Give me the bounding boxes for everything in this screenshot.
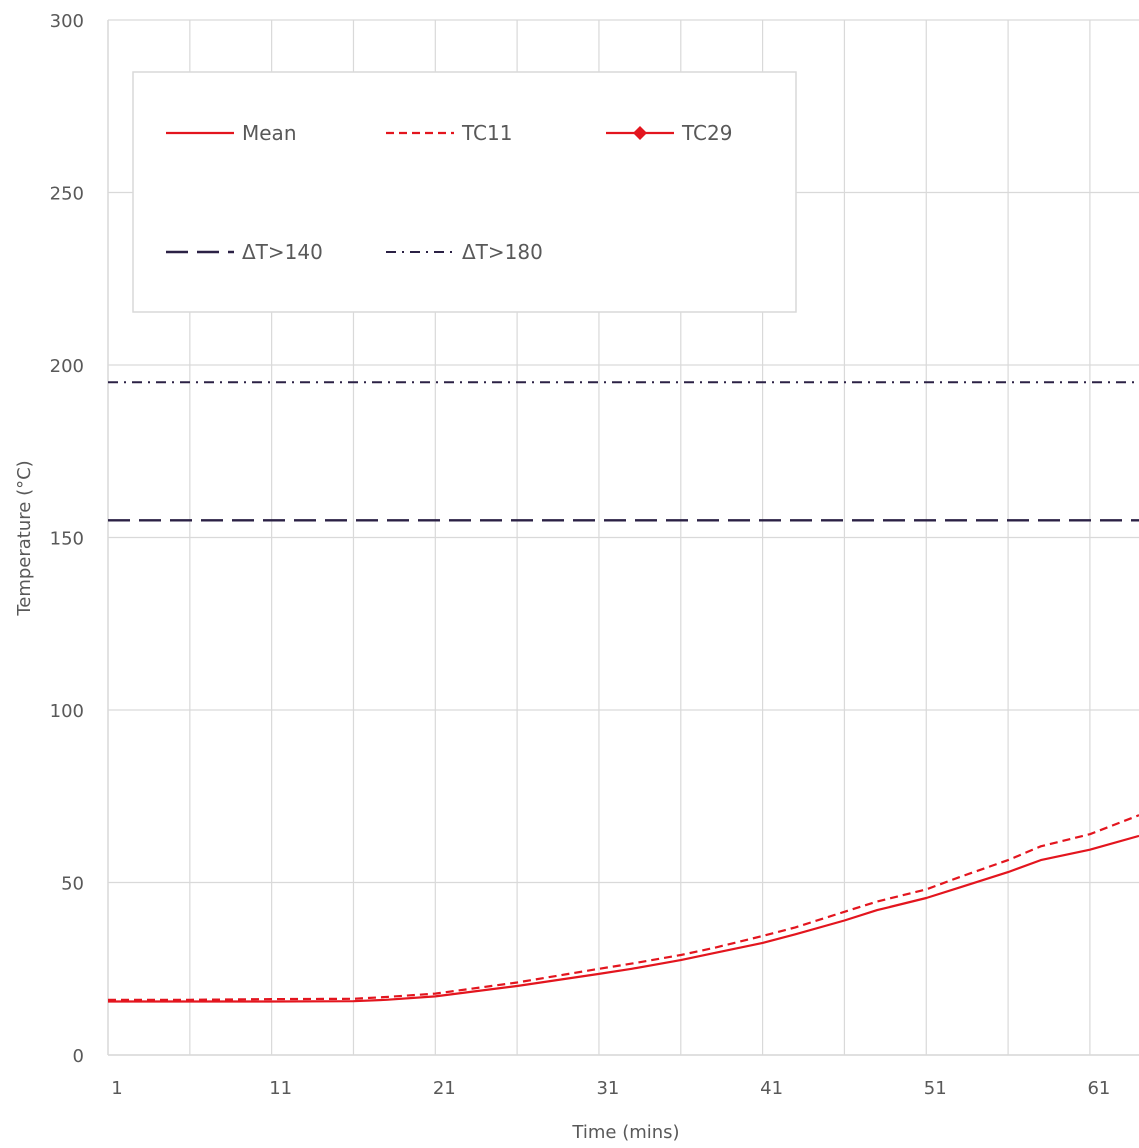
legend: Mean TC11 TC29 ΔT>140 ΔT>180 bbox=[132, 71, 797, 313]
legend-label: ΔT>180 bbox=[462, 240, 543, 264]
x-tick-label: 11 bbox=[269, 1078, 292, 1099]
y-tick-label: 100 bbox=[50, 701, 84, 722]
legend-label: ΔT>140 bbox=[242, 240, 323, 264]
x-tick-label: 21 bbox=[433, 1078, 456, 1099]
x-tick-label: 51 bbox=[924, 1078, 947, 1099]
y-axis-title: Temperature (°C) bbox=[14, 460, 35, 616]
x-axis-title: Time (mins) bbox=[571, 1122, 679, 1143]
y-tick-label: 200 bbox=[50, 356, 84, 377]
x-tick-label: 31 bbox=[596, 1078, 619, 1099]
x-tick-label: 1 bbox=[111, 1078, 122, 1099]
legend-label: TC11 bbox=[461, 121, 512, 145]
y-tick-label: 150 bbox=[50, 529, 84, 550]
series-line bbox=[108, 814, 1139, 1001]
legend-marker bbox=[633, 126, 647, 140]
y-tick-label: 50 bbox=[61, 874, 84, 895]
y-tick-label: 250 bbox=[50, 184, 84, 205]
x-tick-label: 41 bbox=[760, 1078, 783, 1099]
legend-box bbox=[132, 71, 797, 313]
x-tick-label: 61 bbox=[1087, 1078, 1110, 1099]
legend-label: TC29 bbox=[681, 121, 732, 145]
y-tick-label: 300 bbox=[50, 11, 84, 32]
y-tick-label: 0 bbox=[73, 1046, 84, 1067]
legend-label: Mean bbox=[242, 121, 297, 145]
series-lines bbox=[108, 381, 1139, 1003]
series-line bbox=[108, 834, 1139, 1003]
